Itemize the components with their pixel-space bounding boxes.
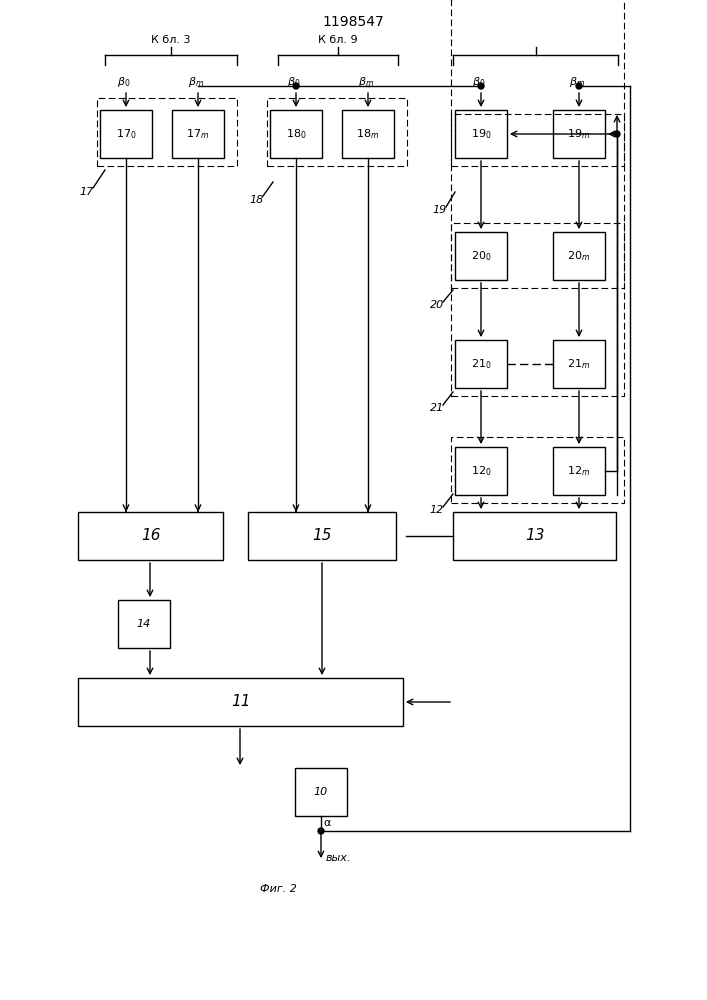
Text: вых.: вых. [326,853,351,863]
Bar [100,110,152,158]
Bar [455,232,507,280]
Text: $20_0$: $20_0$ [471,249,491,263]
Bar [451,223,624,396]
Text: $19_m$: $19_m$ [567,127,590,141]
Text: $17_m$: $17_m$ [187,127,210,141]
Text: $\beta_m$: $\beta_m$ [358,75,374,89]
Text: 12: 12 [430,505,444,515]
Text: 10: 10 [314,787,328,797]
Bar [118,600,170,648]
Text: 11: 11 [230,694,250,710]
Text: $21_0$: $21_0$ [471,357,491,371]
Bar [553,447,605,495]
Text: 15: 15 [312,528,332,544]
Bar [97,98,237,166]
Circle shape [293,83,299,89]
Text: $12_0$: $12_0$ [471,464,491,478]
Text: $\beta_m$: $\beta_m$ [188,75,204,89]
Text: $21_m$: $21_m$ [567,357,590,371]
Bar [172,110,224,158]
Bar [78,512,223,560]
Text: 18: 18 [250,195,264,205]
Text: 1198547: 1198547 [322,15,384,29]
Text: 19: 19 [433,205,447,215]
Text: $18_0$: $18_0$ [286,127,306,141]
Text: 20: 20 [430,300,444,310]
Text: $20_m$: $20_m$ [567,249,590,263]
Bar [553,110,605,158]
Bar [451,0,624,166]
Circle shape [614,131,620,137]
Bar [78,678,403,726]
Bar [453,512,616,560]
Text: $17_0$: $17_0$ [116,127,136,141]
Text: $\beta_0$: $\beta_0$ [472,75,486,89]
Bar [553,232,605,280]
Text: α: α [323,818,330,828]
Bar [270,110,322,158]
Text: $18_m$: $18_m$ [356,127,380,141]
Text: К бл. 3: К бл. 3 [151,35,191,45]
Text: 14: 14 [137,619,151,629]
Text: Фиг. 2: Фиг. 2 [260,884,297,894]
Bar [248,512,396,560]
Bar [295,768,347,816]
Text: $\beta_m$: $\beta_m$ [569,75,585,89]
Circle shape [576,83,582,89]
Text: К бл. 9: К бл. 9 [318,35,358,45]
Text: 21: 21 [430,403,444,413]
Text: $\beta_0$: $\beta_0$ [287,75,300,89]
Text: $12_m$: $12_m$ [567,464,590,478]
Circle shape [318,828,324,834]
Bar [455,340,507,388]
Text: $\beta_0$: $\beta_0$ [117,75,131,89]
Text: $19_0$: $19_0$ [471,127,491,141]
Bar [455,447,507,495]
Text: 16: 16 [141,528,160,544]
Bar [451,114,624,288]
Text: 17: 17 [80,187,94,197]
Text: 13: 13 [525,528,544,544]
Bar [267,98,407,166]
Circle shape [478,83,484,89]
Bar [451,437,624,503]
Bar [342,110,394,158]
Bar [553,340,605,388]
Bar [455,110,507,158]
